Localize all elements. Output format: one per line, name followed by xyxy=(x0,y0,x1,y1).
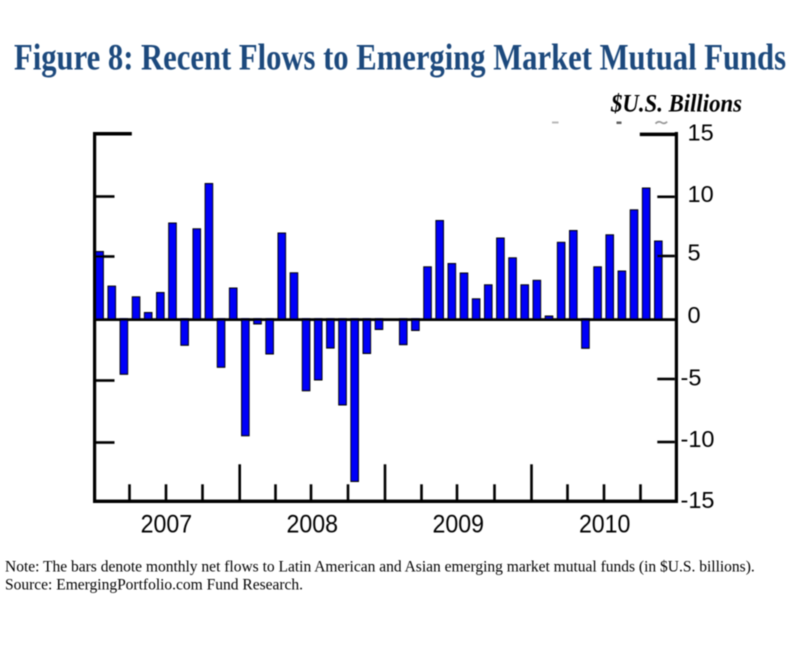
svg-text:0: 0 xyxy=(688,302,701,328)
svg-text:-10: -10 xyxy=(681,426,715,452)
svg-text:5: 5 xyxy=(688,239,701,265)
svg-text:Figure 8: Recent Flows to Emer: Figure 8: Recent Flows to Emerging Marke… xyxy=(14,37,786,78)
svg-text:-5: -5 xyxy=(681,364,702,390)
svg-text:2009: 2009 xyxy=(433,510,485,538)
svg-text:10: 10 xyxy=(688,181,714,207)
svg-text:Note: The bars denote monthly: Note: The bars denote monthly net flows … xyxy=(5,558,755,575)
svg-text:Source: EmergingPortfolio.com: Source: EmergingPortfolio.com Fund Resea… xyxy=(5,576,303,593)
svg-text:-15: -15 xyxy=(681,487,715,513)
svg-text:15: 15 xyxy=(688,119,714,145)
svg-text:$U.S. Billions: $U.S. Billions xyxy=(610,91,742,118)
svg-text:2010: 2010 xyxy=(579,510,631,538)
svg-text:2008: 2008 xyxy=(287,510,339,538)
svg-text:2007: 2007 xyxy=(141,510,193,538)
